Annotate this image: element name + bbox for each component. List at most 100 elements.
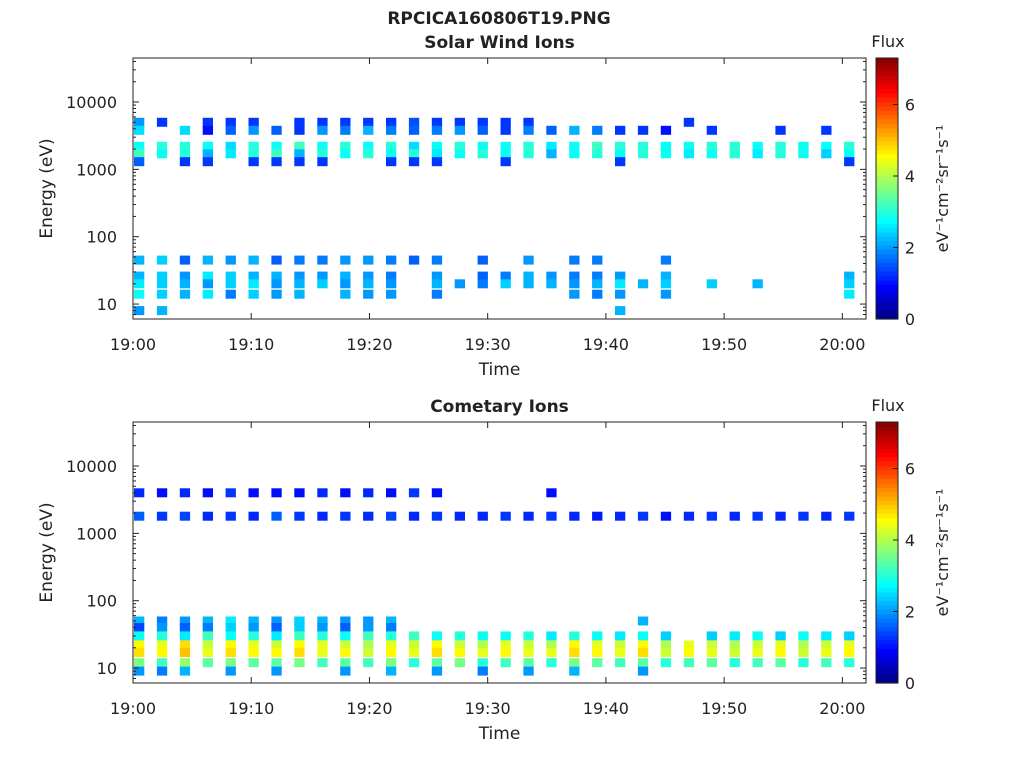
heatmap-cell [386, 279, 397, 289]
heatmap-cell [683, 511, 695, 521]
heatmap-cell [340, 511, 351, 521]
heatmap-cell [317, 157, 328, 167]
heatmap-cell [454, 117, 465, 127]
colorbar-segment [876, 288, 898, 294]
heatmap-cell [179, 289, 191, 299]
heatmap-cell [454, 658, 465, 668]
heatmap-cell [248, 289, 259, 299]
heatmap-cell [615, 511, 626, 521]
colorbar-segment [876, 591, 898, 597]
colorbar-segment [876, 435, 898, 440]
heatmap-cell [844, 149, 855, 159]
heatmap-cell [798, 648, 809, 657]
heatmap-cell [569, 125, 580, 135]
colorbar-segment [876, 478, 898, 484]
heatmap-cell [752, 640, 763, 650]
colorbar-segment [876, 258, 898, 264]
colorbar-tick-label: 0 [905, 310, 915, 329]
heatmap-cell [317, 488, 328, 498]
heatmap-cell [523, 511, 534, 521]
heatmap-cell [683, 658, 695, 668]
heatmap-cell [660, 141, 672, 151]
heatmap-cell [317, 658, 328, 668]
colorbar-segment [876, 530, 898, 536]
heatmap-cell [660, 255, 672, 265]
heatmap-cell [202, 488, 213, 498]
heatmap-cell [179, 648, 191, 657]
heatmap-cell [408, 488, 420, 498]
y-axis: 10 100 1000 10000 Energy (eV) [37, 60, 866, 320]
heatmap-cell [225, 640, 236, 650]
heatmap-cell [844, 511, 855, 521]
colorbar-segment [876, 75, 898, 81]
colorbar-segment [876, 469, 898, 475]
heatmap-cell [179, 658, 191, 668]
heatmap-cell [340, 289, 351, 299]
colorbar-segment [876, 223, 898, 229]
heatmap-cell [592, 125, 603, 135]
x-axis: 19:00 19:10 19:20 19:30 19:40 19:50 20:00 Time [110, 58, 865, 380]
heatmap-cell [431, 125, 443, 135]
heatmap-cell [477, 631, 488, 641]
panel-title: Cometary Ions [430, 397, 569, 417]
heatmap-cell [179, 488, 191, 498]
heatmap-cell [637, 631, 649, 641]
heatmap-cell [821, 631, 832, 641]
heatmap-cell [821, 658, 832, 668]
heatmap-cell [431, 289, 443, 299]
heatmap-cell [408, 149, 420, 159]
colorbar-segment [876, 474, 898, 480]
heatmap-cell [363, 616, 374, 626]
x-tick-label: 19:50 [701, 335, 747, 354]
heatmap-cell [431, 141, 443, 151]
heatmap-cell [683, 640, 695, 650]
heatmap-cell [660, 631, 672, 641]
colorbar-segment [876, 136, 898, 142]
heatmap-cell [340, 141, 351, 151]
colorbar: 0 2 4 6 Flux eV⁻¹cm⁻²sr⁻¹s⁻¹ [871, 32, 952, 329]
colorbar-segment [876, 297, 898, 303]
heatmap-cell [798, 658, 809, 668]
colorbar-segment [876, 66, 898, 72]
heatmap-cell [294, 125, 305, 135]
heatmap-cell [294, 640, 305, 650]
colorbar-segment [876, 58, 898, 63]
heatmap-cell [775, 149, 786, 159]
heatmap-cell [340, 271, 351, 281]
heatmap-cell [615, 279, 626, 289]
heatmap-cell [523, 648, 534, 657]
heatmap-cell [386, 623, 397, 632]
heatmap-cell [363, 117, 374, 127]
heatmap-cell [294, 511, 305, 521]
colorbar-segment [876, 548, 898, 554]
heatmap-cell [317, 255, 328, 265]
heatmap-cell [683, 648, 695, 657]
heatmap-cell [294, 631, 305, 641]
colorbar-segment [876, 249, 898, 255]
heatmap-cell [294, 271, 305, 281]
heatmap-cell [179, 271, 191, 281]
heatmap-cell [156, 640, 168, 650]
heatmap-cell [683, 117, 695, 127]
x-tick-label: 19:40 [583, 335, 629, 354]
colorbar-segment [876, 310, 898, 316]
colorbar-tick-label: 2 [905, 238, 915, 257]
heatmap-cell [844, 279, 855, 289]
colorbar-segment [876, 661, 898, 667]
heatmap-cell [637, 616, 649, 626]
heatmap-cell [248, 640, 259, 650]
colorbar-frame [875, 57, 899, 320]
heatmap-cell [615, 271, 626, 281]
heatmap-cell [225, 631, 236, 641]
heatmap-cell [615, 658, 626, 668]
heatmap-cell [271, 271, 282, 281]
x-tick-label: 19:30 [465, 699, 511, 718]
heatmap-cell [386, 666, 397, 676]
colorbar-segment [876, 439, 898, 445]
heatmap-cell [202, 640, 213, 650]
heatmap-cell [821, 640, 832, 650]
heatmap-cell [225, 666, 236, 676]
x-axis-label: Time [478, 360, 521, 380]
heatmap-cell [363, 271, 374, 281]
heatmap-cell [202, 648, 213, 657]
